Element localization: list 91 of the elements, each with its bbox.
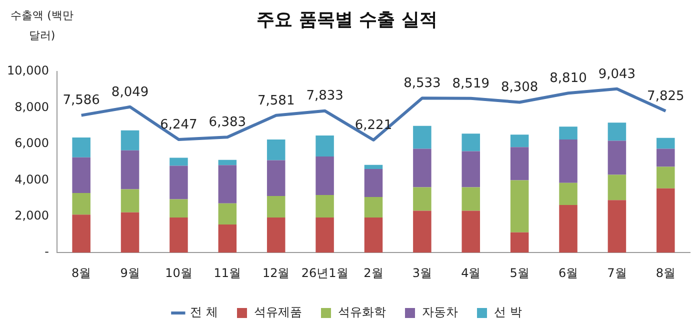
legend-label: 자동차 bbox=[422, 305, 458, 320]
x-tick-label: 9월 bbox=[120, 266, 140, 280]
data-label: 8,810 bbox=[550, 71, 587, 86]
bar bbox=[559, 182, 578, 205]
bar bbox=[364, 197, 383, 218]
bar bbox=[413, 187, 432, 211]
bar bbox=[316, 195, 334, 218]
bar bbox=[120, 130, 140, 150]
bar bbox=[413, 210, 432, 253]
bar bbox=[510, 180, 529, 232]
bar bbox=[170, 158, 188, 166]
bar bbox=[120, 212, 140, 253]
bar bbox=[72, 157, 90, 194]
legend-label: 전 체 bbox=[190, 305, 218, 320]
x-tick-label: 3월 bbox=[412, 266, 432, 280]
data-label: 7,825 bbox=[647, 88, 684, 104]
bar bbox=[316, 135, 334, 156]
x-tick-label: 26년1월 bbox=[301, 266, 348, 280]
bar bbox=[462, 134, 480, 152]
bar bbox=[510, 134, 529, 148]
bar bbox=[120, 150, 140, 190]
bar bbox=[608, 174, 626, 200]
chart-title: 주요 품목별 수출 실적 bbox=[256, 9, 438, 30]
bar bbox=[316, 156, 334, 196]
x-tick-label: 7월 bbox=[607, 266, 627, 280]
x-tick-label: 10월 bbox=[165, 266, 192, 280]
bar bbox=[559, 126, 578, 140]
bar bbox=[72, 214, 90, 253]
legend-label: 석유제품 bbox=[254, 305, 302, 320]
y-tick-label: 2,000 bbox=[14, 208, 49, 223]
y-tick-label: - bbox=[44, 244, 49, 259]
y-tick-label: 6,000 bbox=[14, 136, 49, 150]
bar bbox=[656, 188, 675, 253]
bar bbox=[462, 151, 480, 188]
legend-label: 선 박 bbox=[494, 305, 522, 320]
bar bbox=[413, 148, 432, 188]
bar bbox=[510, 147, 529, 180]
bar bbox=[218, 203, 237, 225]
bar bbox=[462, 210, 480, 253]
x-tick-label: 12월 bbox=[262, 266, 290, 280]
bar bbox=[364, 217, 383, 253]
bar bbox=[120, 189, 140, 212]
x-tick-label: 2월 bbox=[364, 266, 384, 280]
bar bbox=[559, 139, 578, 183]
bar bbox=[266, 139, 286, 160]
bar bbox=[608, 140, 626, 175]
bar bbox=[656, 148, 675, 167]
bar bbox=[170, 166, 188, 200]
bar bbox=[413, 126, 432, 149]
bar bbox=[656, 166, 675, 188]
data-label: 8,049 bbox=[111, 84, 149, 100]
bar bbox=[316, 217, 334, 253]
data-label: 6,221 bbox=[354, 118, 392, 133]
y-axis-title: 수출액 (백만 달러) bbox=[10, 8, 74, 44]
y-tick-label: 8,000 bbox=[14, 100, 49, 114]
data-label: 9,043 bbox=[598, 66, 636, 82]
x-tick-label: 6월 bbox=[558, 266, 578, 280]
bar bbox=[218, 165, 237, 204]
legend-label: 석유화학 bbox=[338, 305, 386, 320]
bar bbox=[170, 199, 188, 218]
bar bbox=[364, 168, 383, 198]
data-label: 8,533 bbox=[404, 76, 441, 92]
y-tick-label: 10,000 bbox=[6, 64, 49, 78]
x-tick-label: 11월 bbox=[214, 266, 242, 280]
bar bbox=[266, 160, 286, 196]
bar bbox=[608, 122, 626, 141]
data-label: 8,519 bbox=[452, 76, 490, 92]
bar bbox=[72, 137, 90, 158]
bar bbox=[266, 196, 286, 218]
bar bbox=[462, 187, 480, 211]
data-label: 7,581 bbox=[258, 93, 295, 108]
bar bbox=[510, 232, 529, 253]
data-label: 8,308 bbox=[500, 80, 538, 96]
bar bbox=[72, 193, 90, 215]
bar bbox=[218, 224, 237, 253]
bar bbox=[559, 204, 578, 253]
x-tick-label: 5월 bbox=[510, 266, 530, 280]
x-tick-label: 8월 bbox=[72, 266, 92, 280]
data-label: 7,833 bbox=[306, 88, 344, 104]
bar bbox=[266, 217, 286, 253]
x-tick-label: 4월 bbox=[461, 266, 481, 280]
bar bbox=[364, 164, 383, 169]
bar bbox=[608, 200, 626, 253]
y-tick-label: 4,000 bbox=[14, 172, 49, 186]
bar bbox=[170, 217, 188, 253]
bar bbox=[656, 138, 675, 149]
x-tick-label: 8월 bbox=[656, 266, 676, 280]
data-label: 6,247 bbox=[160, 117, 198, 132]
bar bbox=[218, 160, 237, 166]
data-label: 6,383 bbox=[208, 114, 246, 130]
data-label: 7,586 bbox=[62, 93, 100, 108]
